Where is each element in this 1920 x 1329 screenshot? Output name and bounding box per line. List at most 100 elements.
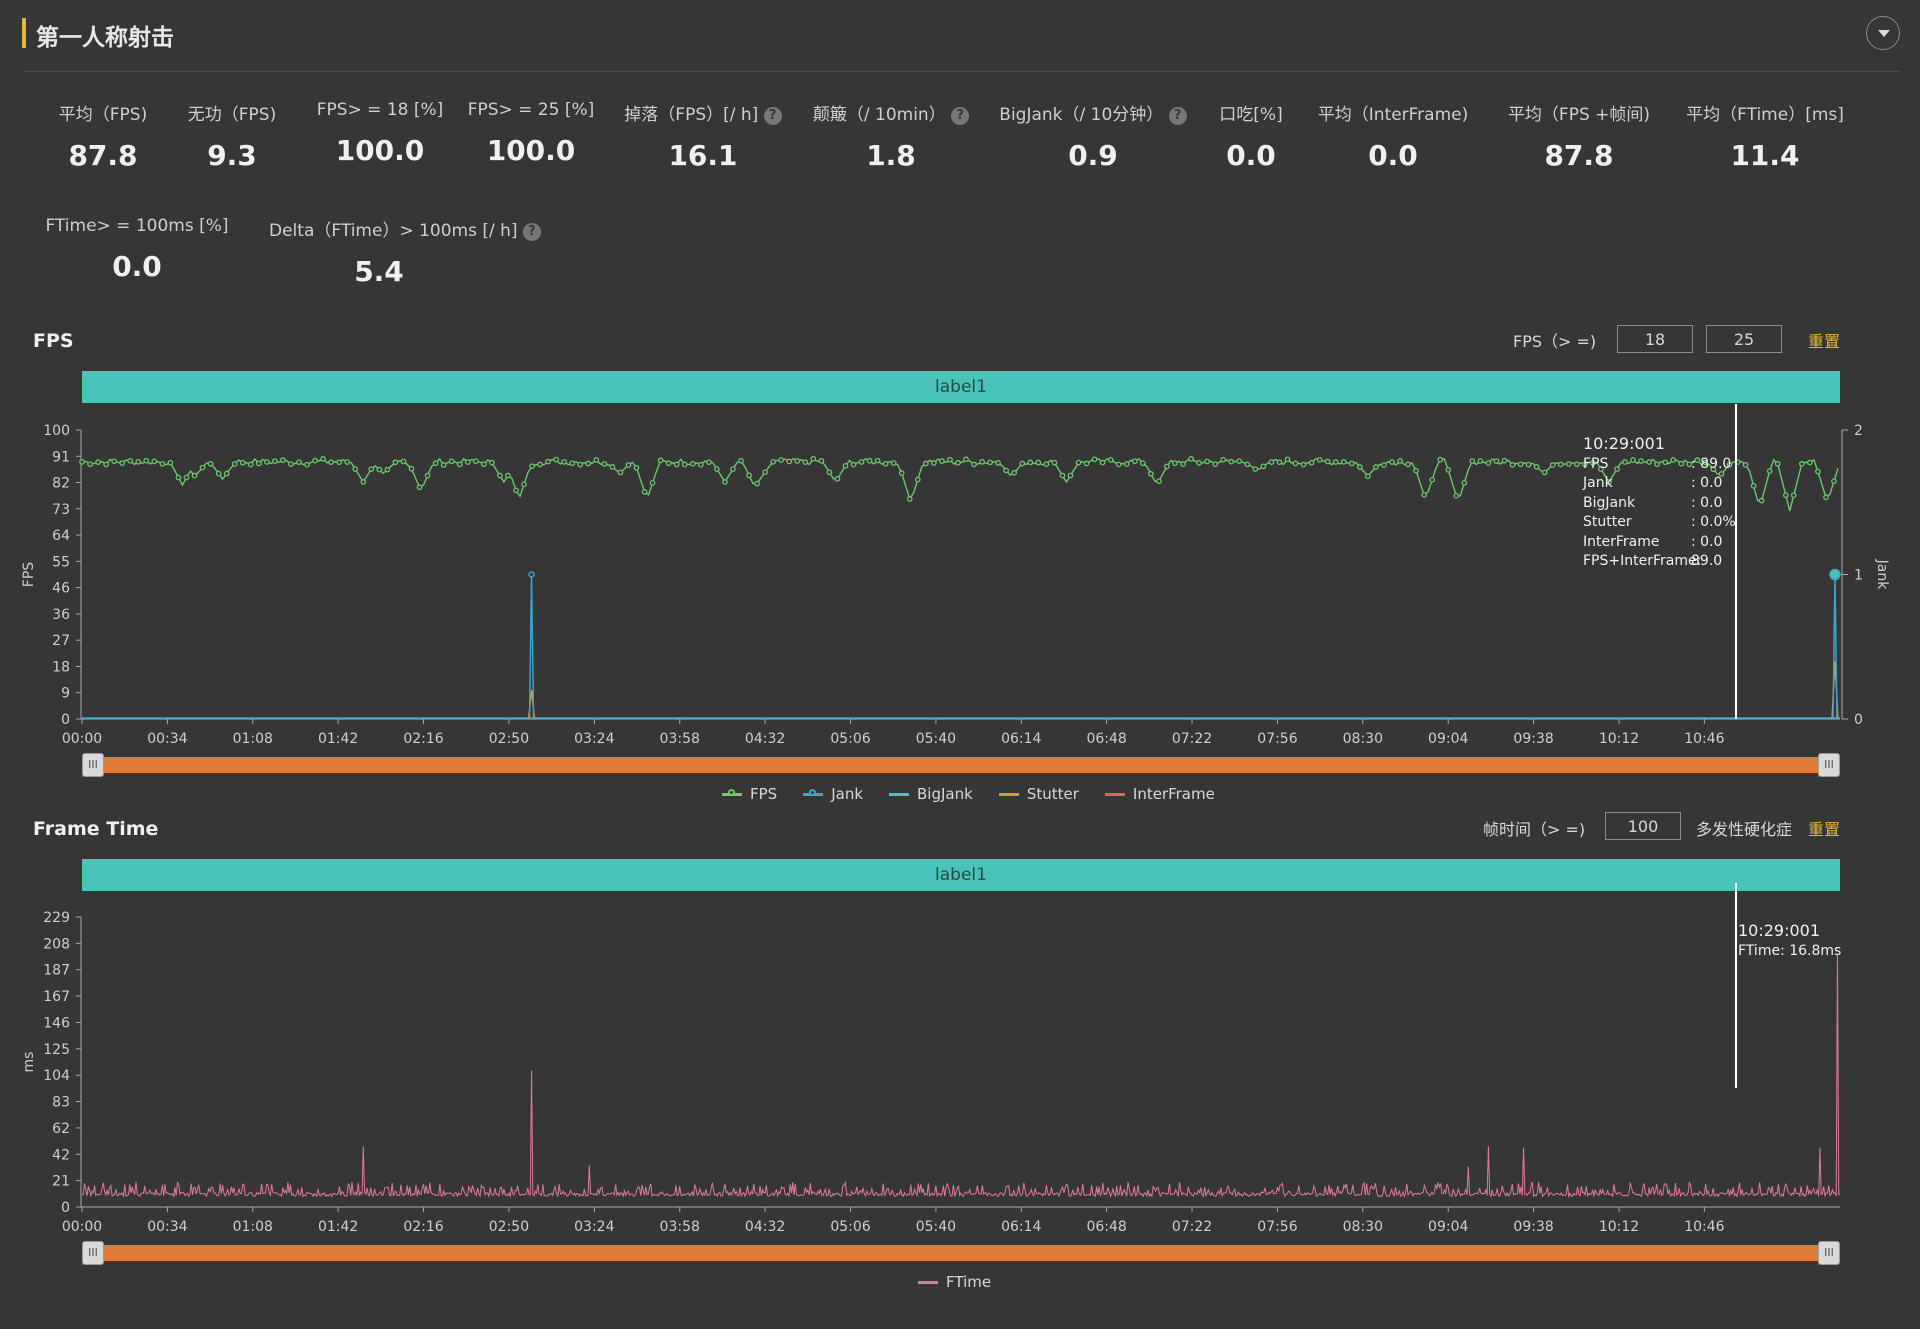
y-tick-label: 18 xyxy=(52,659,70,675)
metric-label: 颠簸（/ 10min） ? xyxy=(781,100,1001,125)
fps-point xyxy=(175,474,182,481)
fps-point xyxy=(432,460,439,467)
fps-series-line xyxy=(81,457,1839,512)
help-icon[interactable]: ? xyxy=(951,107,970,125)
fps-point xyxy=(689,460,696,467)
fps-threshold-label: FPS（> =) xyxy=(1513,332,1597,351)
metric-value: 11.4 xyxy=(1730,139,1800,172)
fps-point xyxy=(955,459,961,466)
metric-value: 16.1 xyxy=(668,139,738,172)
collapse-toggle-icon[interactable] xyxy=(1866,16,1900,50)
fps-reset-button[interactable]: 重置 xyxy=(1808,332,1841,351)
x-tick-label: 00:00 xyxy=(62,1219,102,1235)
frametime-threshold-input[interactable] xyxy=(1605,812,1681,840)
y-tick-label: 0 xyxy=(61,1200,70,1216)
tooltip-row: InterFrame: 0.0 xyxy=(1583,533,1736,553)
fps-point xyxy=(111,458,117,465)
metric-value: 100.0 xyxy=(486,134,576,167)
fps-point xyxy=(1324,458,1331,465)
fps-point xyxy=(625,462,632,468)
metric-label: 平均（FPS) xyxy=(0,100,213,125)
fps-threshold-low-input[interactable] xyxy=(1617,325,1693,353)
tooltip-key: Jank xyxy=(1583,475,1613,491)
legend-label: InterFrame xyxy=(1132,785,1215,803)
fps-threshold-high-input[interactable] xyxy=(1706,325,1782,353)
x-tick-label: 10:12 xyxy=(1599,1219,1639,1235)
fps-point xyxy=(288,461,294,467)
legend-item[interactable]: FPS xyxy=(722,785,777,803)
jank-point xyxy=(528,571,535,578)
x-tick-label: 09:04 xyxy=(1428,1219,1468,1235)
fps-slider-handle-left[interactable]: III xyxy=(82,753,104,777)
metric-label: FTime> = 100ms [%] xyxy=(27,216,247,236)
fps-point xyxy=(79,459,85,465)
legend-item[interactable]: Stutter xyxy=(998,785,1079,803)
fps-point xyxy=(1718,471,1725,477)
legend-item[interactable]: InterFrame xyxy=(1104,785,1215,803)
fps-point xyxy=(1252,466,1259,472)
frametime-tooltip: 10:29:001 FTime: 16.8ms xyxy=(1738,921,1841,961)
metric-value: 0.0 xyxy=(1226,139,1276,172)
fps-point xyxy=(1573,461,1580,468)
legend-item[interactable]: BigJank xyxy=(889,785,973,803)
fps-point xyxy=(1131,458,1138,465)
frametime-chart[interactable]: 0 21 42 62 83 104 125 146 167 187 208 229 00:00 00:34… xyxy=(0,883,1920,1235)
fps-point xyxy=(1774,460,1781,467)
y-tick-label: 100 xyxy=(43,423,70,439)
legend-item[interactable]: FTime xyxy=(918,1273,991,1291)
fps-point xyxy=(1284,456,1291,463)
metric-label: FPS> = 25 [%] xyxy=(421,100,641,120)
frametime-reset-button[interactable]: 重置 xyxy=(1808,820,1841,839)
fps-point xyxy=(1059,472,1066,479)
fps-point xyxy=(995,460,1002,466)
fps-point xyxy=(529,463,535,470)
legend-swatch-icon xyxy=(918,1280,938,1284)
fps-point xyxy=(1758,497,1765,504)
fps-point xyxy=(1726,461,1733,468)
fps-point xyxy=(754,480,760,487)
legend-swatch-icon xyxy=(722,788,742,796)
fps-point xyxy=(898,470,905,476)
frametime-slider-handle-left[interactable]: III xyxy=(82,1241,104,1265)
metric-label-text: 无功（FPS) xyxy=(187,105,277,125)
metric-label: FPS> = 18 [%] xyxy=(270,100,490,120)
y-tick-label: 146 xyxy=(43,1015,70,1031)
fps-point xyxy=(746,472,752,479)
x-tick-label: 03:58 xyxy=(660,731,700,747)
x-tick-label: 10:46 xyxy=(1684,731,1724,747)
metric-card: FTime> = 100ms [%] 0.0 xyxy=(27,216,247,283)
metric-value: 0.0 xyxy=(112,250,162,283)
fps-point xyxy=(866,457,873,464)
metric-card: 颠簸（/ 10min） ? 1.8 xyxy=(781,100,1001,172)
metric-label-text: FPS> = 25 [%] xyxy=(467,100,595,120)
frametime-slider-handle-right[interactable]: III xyxy=(1818,1241,1840,1265)
help-icon[interactable]: ? xyxy=(522,223,541,241)
fps-range-slider[interactable]: III III xyxy=(82,753,1840,777)
fps-point xyxy=(553,456,560,463)
fps-slider-handle-right[interactable]: III xyxy=(1818,753,1840,777)
fps-point xyxy=(649,479,656,486)
legend-item[interactable]: Jank xyxy=(803,785,863,803)
fps-point xyxy=(1453,492,1460,499)
fps-point xyxy=(95,459,101,466)
fps-point xyxy=(1019,460,1026,467)
fps-point xyxy=(344,459,351,465)
fps-point xyxy=(1710,466,1717,473)
help-icon[interactable]: ? xyxy=(763,107,782,125)
fps-point xyxy=(914,476,921,483)
legend-swatch-icon xyxy=(889,792,910,796)
y-tick-label: 73 xyxy=(52,502,70,518)
tooltip-row: FPS+InterFrame: 89.0 xyxy=(1583,552,1736,572)
help-icon[interactable]: ? xyxy=(1168,107,1187,125)
fps-point xyxy=(890,460,897,466)
y-tick-label: 187 xyxy=(43,963,70,979)
title-accent-bar xyxy=(22,18,26,48)
frametime-range-slider[interactable]: III III xyxy=(82,1241,1840,1265)
fps-point xyxy=(1421,492,1427,498)
fps-point xyxy=(1172,460,1178,467)
fps-point xyxy=(464,459,471,465)
y-tick-label: 229 xyxy=(43,910,70,926)
fps-point xyxy=(1485,460,1492,466)
fps-point xyxy=(320,456,326,462)
